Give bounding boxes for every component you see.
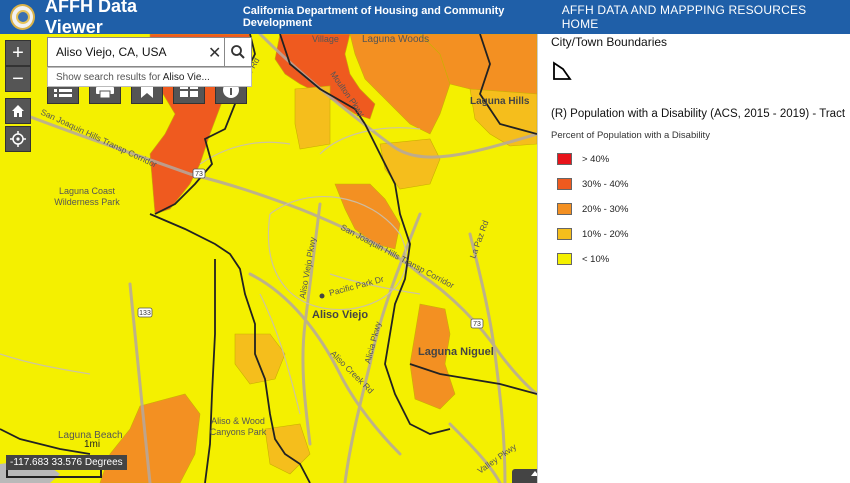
home-button[interactable] <box>5 98 31 124</box>
locate-button[interactable] <box>5 126 31 152</box>
tract-orange-n <box>274 34 376 120</box>
city-boundary-aliso-viejo <box>149 213 311 483</box>
app-header: AFFH Data Viewer California Department o… <box>0 0 850 37</box>
route-73-shield-b <box>470 318 484 329</box>
label-sj-corridor-nw: San Joaquin Hills Transp Corridor <box>39 107 159 170</box>
label-aliso-wood: Aliso & Wood Canyons Park <box>209 416 267 437</box>
city-boundary-east <box>364 123 451 435</box>
label-aliso-viejo: Aliso Viejo <box>312 309 369 321</box>
legend-label: 30% - 40% <box>582 178 629 190</box>
legend-label: > 40% <box>582 153 610 165</box>
tract-gold-1 <box>294 85 331 150</box>
scale-bar <box>6 468 102 478</box>
road-local-4 <box>259 293 301 415</box>
suggestion-prefix: Show search results for <box>56 72 163 83</box>
road-alicia <box>343 212 422 483</box>
legend-subtitle: Percent of Population with a Disability <box>551 130 710 141</box>
suggestion-term: Aliso Vie... <box>162 72 210 83</box>
road-aliso-creek <box>248 272 402 456</box>
state-seal-icon <box>10 4 36 30</box>
label-laguna-beach: Laguna Beach <box>58 430 123 441</box>
city-boundary-coast <box>204 259 216 483</box>
close-icon[interactable]: ✕ <box>208 45 222 62</box>
legend-item: 30% - 40% <box>557 177 850 191</box>
boundaries-layer-title: City/Town Boundaries <box>551 35 668 49</box>
label-aliso-viejo-pkwy: Aliso Viejo Pkwy <box>297 236 318 300</box>
road-aliso-viejo-pkwy <box>301 202 322 446</box>
route-133-shield <box>137 307 153 318</box>
tract-gold-5 <box>234 333 286 385</box>
disability-layer-title: (R) Population with a Disability (ACS, 2… <box>551 108 846 120</box>
zoom-in-button[interactable]: + <box>5 40 31 66</box>
legend-swatch <box>557 253 572 265</box>
legend-label: 10% - 20% <box>582 228 629 240</box>
city-boundary-west <box>0 428 91 455</box>
boundary-symbol-icon <box>551 61 850 86</box>
road-local-1 <box>268 195 407 311</box>
route-133-shield-label: 133 <box>139 310 151 317</box>
label-laguna-hills: Laguna Hills <box>470 96 530 107</box>
route-73-shield-b-label: 73 <box>473 321 481 328</box>
panel-collapse-tab[interactable] <box>512 469 537 483</box>
label-village: Village <box>312 34 339 44</box>
locate-icon <box>10 131 26 147</box>
coordinates-readout: -117.683 33.576 Degrees <box>6 455 127 470</box>
legend-label: < 10% <box>582 253 610 265</box>
legend-item: < 10% <box>557 252 850 266</box>
road-local-3 <box>329 273 421 295</box>
legend-swatch <box>557 153 572 165</box>
zoom-out-button[interactable]: − <box>5 66 31 92</box>
home-icon <box>12 105 24 117</box>
legend-item: 20% - 30% <box>557 202 850 216</box>
legend-items: > 40% 30% - 40% 20% - 30% 10% - 20% < 10… <box>551 152 850 266</box>
label-coast-wilderness: Laguna Coast Wilderness Park <box>54 186 120 207</box>
label-alicia: Alicia Pkwy <box>362 320 383 365</box>
aliso-viejo-point <box>319 293 325 299</box>
legend-swatch <box>557 203 572 215</box>
search-suggestion[interactable]: Show search results for Aliso Vie... <box>47 67 252 87</box>
resources-home-link[interactable]: AFFH DATA AND MAPPPING RESOURCES HOME <box>561 3 807 31</box>
legend-label: 20% - 30% <box>582 203 629 215</box>
label-laguna-niguel: Laguna Niguel <box>418 346 494 358</box>
department-name: California Department of Housing and Com… <box>242 5 505 29</box>
legend-swatch <box>557 178 572 190</box>
legend-item: > 40% <box>557 152 850 166</box>
city-boundary-north <box>279 34 366 125</box>
road-local-2 <box>319 127 421 155</box>
app-title: AFFH Data Viewer <box>45 0 138 37</box>
tract-gold-4 <box>409 303 456 410</box>
tract-gold-2 <box>379 138 441 190</box>
city-boundary-laguna-hills <box>479 34 537 135</box>
legend-panel: City/Town Boundaries (R) Population with… <box>537 34 850 483</box>
road-valley <box>448 422 502 483</box>
scale-bar-label: 1mi <box>84 439 101 450</box>
search-box[interactable]: ✕ <box>47 37 252 67</box>
map-view[interactable]: 73 73 133 San Joaquin Hills Transp Corri… <box>0 34 537 483</box>
legend-item: 10% - 20% <box>557 227 850 241</box>
city-boundary-laguna-niguel <box>409 363 537 395</box>
search-button[interactable] <box>224 37 252 67</box>
search-icon <box>231 45 245 59</box>
road-133 <box>128 282 152 483</box>
road-local-6 <box>199 141 291 165</box>
road-local-5 <box>0 353 91 375</box>
label-laguna-woods: Laguna Woods <box>362 34 430 45</box>
chevron-up-icon <box>531 471 537 476</box>
route-73-shield-a <box>192 168 206 179</box>
route-73-shield-a-label: 73 <box>195 171 203 178</box>
search-input[interactable] <box>56 45 216 59</box>
legend-swatch <box>557 228 572 240</box>
road-la-paz <box>468 232 507 483</box>
road-sj-corridor-nw <box>8 107 537 396</box>
